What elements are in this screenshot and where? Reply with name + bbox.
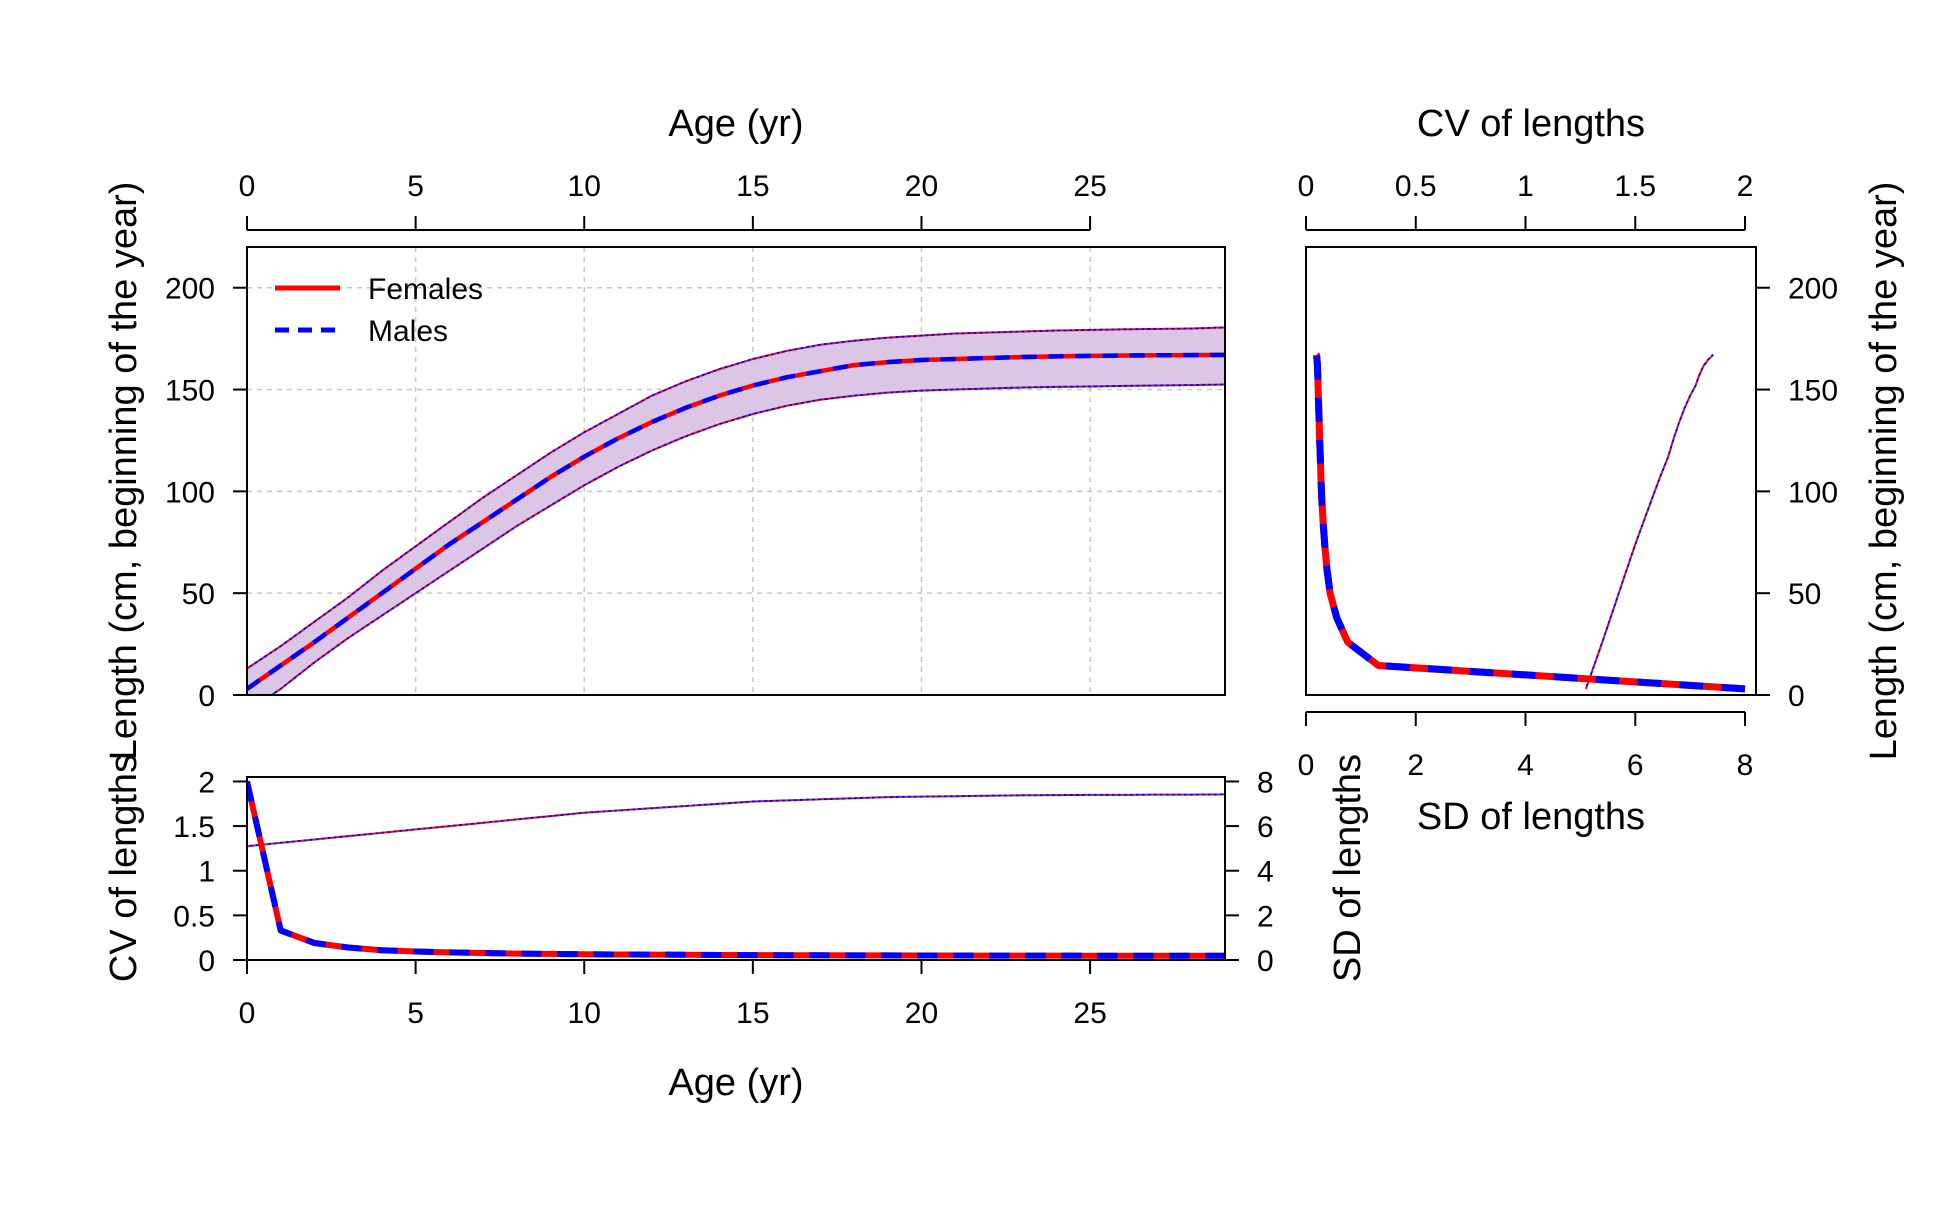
age-top-tick-label: 20 [905,170,938,203]
cv-sd-series [247,780,1225,959]
age-bottom-tick-label: 20 [905,997,938,1030]
growth-males-line [247,352,1225,691]
sd-right-axis-title: SD of lengths [1327,754,1369,982]
length-left-tick-label: 150 [165,375,215,408]
age-top-tick-label: 15 [736,170,769,203]
cv-top-tick-label: 1.5 [1614,170,1656,203]
sd-right-tick-label: 6 [1257,811,1274,844]
sd-vs-length-males-line [1584,353,1714,690]
sd-bottom-tick-label: 2 [1407,749,1424,782]
length-right-axis: 0 50 100 150 200 [1755,273,1838,713]
lower-interval-males-line [269,383,1225,695]
length-right-tick-label: 200 [1788,273,1838,306]
sd-bottom-tick-label: 4 [1517,749,1534,782]
age-top-tick-label: 5 [407,170,424,203]
lower-interval-females-line [269,383,1225,695]
length-left-tick-label: 50 [182,578,215,611]
length-left-tick-label: 100 [165,476,215,509]
age-top-tick-label: 10 [568,170,601,203]
sd-bottom-tick-label: 6 [1627,749,1644,782]
length-interval-band [247,327,1225,695]
sd-right-tick-label: 4 [1257,856,1274,889]
sd-bottom-tick-label: 0 [1298,749,1315,782]
sd-right-tick-label: 8 [1257,766,1274,799]
cv-left-axis: 0 0.5 1 1.5 2 [173,766,248,978]
cv-plot-frame [246,776,1226,961]
length-variability-frame [1305,246,1757,696]
cv-left-tick-label: 1.5 [173,811,215,844]
cv-top-tick-label: 1 [1517,170,1534,203]
cv-vs-length-females-line [1313,351,1746,693]
sd-right-tick-label: 0 [1257,945,1274,978]
cv-top-tick-label: 0.5 [1395,170,1437,203]
age-bottom-axis: 0 5 10 15 20 25 [239,959,1107,1030]
sd-right-tick-label: 2 [1257,900,1274,933]
cv-left-axis-title: CV of lengths [103,754,145,982]
sd-bottom-tick-label: 8 [1737,749,1754,782]
growth-panel: 0 5 10 15 20 25 0 50 100 150 200 Females Males [165,170,1226,713]
length-right-tick-label: 100 [1788,476,1838,509]
sd-by-age-males-line [247,793,1225,848]
length-left-axis: 0 50 100 150 200 [165,273,248,713]
legend: Females Males [275,273,483,348]
sd-vs-length-females-line [1584,353,1714,690]
age-bottom-tick-label: 15 [736,997,769,1030]
length-left-axis-title: Length (cm, beginning of the year) [103,182,145,761]
growth-series [247,326,1225,695]
cv-left-tick-label: 0.5 [173,900,215,933]
length-variability-series [1313,351,1746,693]
sd-bottom-axis-title: SD of lengths [1417,796,1645,838]
length-right-tick-label: 0 [1788,680,1805,713]
sd-bottom-axis: 0 2 4 6 8 [1298,711,1754,782]
cv-sd-panel: 0 5 10 15 20 25 0 0.5 1 1.5 2 0 2 4 6 8 [173,766,1273,1030]
cv-by-age-males-line [247,780,1225,959]
cv-top-tick-label: 0 [1298,170,1315,203]
cv-left-tick-label: 0 [198,945,215,978]
age-bottom-tick-label: 5 [407,997,424,1030]
age-top-axis: 0 5 10 15 20 25 [239,170,1107,231]
cv-left-tick-label: 1 [198,856,215,889]
age-bottom-tick-label: 0 [239,997,256,1030]
sd-by-age-females-line [247,793,1225,848]
length-left-tick-label: 0 [198,680,215,713]
legend-females-label: Females [368,273,483,306]
length-variability-panel: 0 0.5 1 1.5 2 0 2 4 6 8 0 50 100 150 200 [1298,170,1838,782]
upper-interval-females-line [247,326,1225,670]
age-bottom-tick-label: 25 [1073,997,1106,1030]
legend-males-label: Males [368,315,448,348]
age-bottom-axis-title: Age (yr) [668,1062,803,1104]
length-left-tick-label: 200 [165,273,215,306]
length-right-axis-title: Length (cm, beginning of the year) [1863,182,1905,761]
cv-vs-length-males-line [1313,351,1746,693]
cv-left-tick-label: 2 [198,766,215,799]
cv-top-axis: 0 0.5 1 1.5 2 [1298,170,1754,231]
length-right-tick-label: 50 [1788,578,1821,611]
age-top-tick-label: 25 [1073,170,1106,203]
age-bottom-tick-label: 10 [568,997,601,1030]
cv-top-tick-label: 2 [1737,170,1754,203]
age-top-axis-title: Age (yr) [668,103,803,145]
sd-right-axis: 0 2 4 6 8 [1224,766,1274,978]
upper-interval-males-line [247,326,1225,670]
age-top-tick-label: 0 [239,170,256,203]
cv-by-age-females-line [247,780,1225,959]
cv-top-axis-title: CV of lengths [1417,103,1645,145]
length-right-tick-label: 150 [1788,375,1838,408]
